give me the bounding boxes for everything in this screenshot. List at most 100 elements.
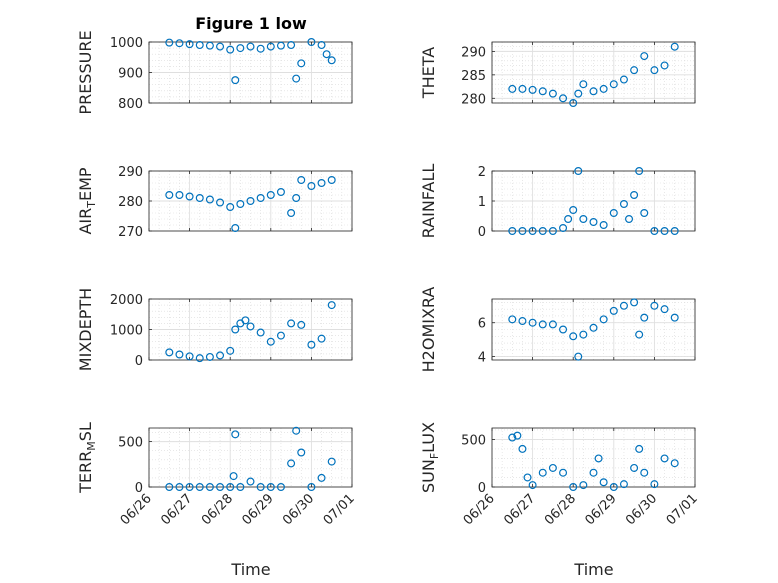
data-point	[317, 41, 326, 50]
data-point	[640, 209, 649, 218]
data-point	[287, 459, 296, 468]
data-point	[508, 315, 517, 324]
data-point	[569, 98, 578, 107]
data-point	[246, 42, 255, 51]
x-tick-label: 07/01	[664, 491, 701, 528]
axes-box	[148, 427, 353, 488]
data-point	[508, 433, 517, 442]
data-point	[630, 66, 639, 75]
data-point	[246, 322, 255, 331]
data-point	[569, 483, 578, 492]
y-tick-label: 500	[118, 436, 143, 451]
data-point	[630, 298, 639, 307]
x-tick-label: 06/30	[623, 491, 660, 528]
y-tick-label: 285	[461, 69, 486, 84]
data-point	[287, 41, 296, 50]
data-point	[579, 80, 588, 89]
axes-box	[491, 298, 696, 361]
data-point	[297, 176, 306, 185]
data-point	[205, 195, 214, 204]
data-point	[185, 192, 194, 201]
data-point	[650, 66, 659, 75]
data-point	[528, 85, 537, 94]
data-point	[660, 454, 669, 463]
data-point	[297, 59, 306, 68]
y-tick-label: 2	[478, 165, 486, 180]
data-point	[292, 426, 301, 435]
x-tick-label: 06/27	[501, 491, 538, 528]
data-point	[297, 320, 306, 329]
data-point	[307, 340, 316, 349]
data-point	[307, 182, 316, 191]
subplot-pressure: 800 900 1000 PRESSURE	[76, 30, 353, 115]
y-tick-label: 500	[461, 433, 486, 448]
y-axis-label: MIXDEPTH	[76, 288, 95, 371]
subplot-theta: 280 285 290 THETA	[419, 41, 696, 107]
data-point	[266, 337, 275, 346]
subplot-air-temp: 270 280 290 AIRTEMP	[76, 165, 353, 240]
data-point	[594, 454, 603, 463]
x-tick-label: 06/29	[583, 491, 620, 528]
data-point	[175, 483, 184, 492]
data-point	[231, 224, 240, 233]
data-point	[599, 315, 608, 324]
y-axis-label: THETA	[419, 47, 438, 99]
data-point	[327, 56, 336, 65]
data-point	[327, 176, 336, 185]
data-point	[205, 41, 214, 50]
data-point	[599, 84, 608, 93]
x-axis-label-right: Time	[573, 560, 613, 579]
y-tick-label: 0	[478, 225, 486, 240]
x-tick-label: 07/01	[321, 491, 358, 528]
data-point	[165, 348, 174, 357]
y-axis-label: AIRTEMP	[76, 167, 98, 234]
y-axis-label: SUNFLUX	[419, 422, 441, 493]
subplot-sun-flux: 0 500 06/26 06/27 06/28 06/29 06/30 07/01 SUNFLU…	[419, 422, 701, 528]
data-point	[559, 94, 568, 103]
data-point	[559, 468, 568, 477]
data-point	[195, 41, 204, 50]
data-point	[589, 218, 598, 227]
data-point	[650, 480, 659, 489]
subplot-terr-msl: 0 500 06/26 06/27 06/28 06/29 06/30 07/01 TERRMS…	[76, 422, 358, 528]
data-point	[650, 227, 659, 236]
data-point	[609, 80, 618, 89]
data-point	[589, 87, 598, 96]
data-point	[640, 468, 649, 477]
subplot-h2omixra: 4 6 H2OMIXRA	[419, 287, 696, 372]
data-point	[609, 209, 618, 218]
data-point	[205, 352, 214, 361]
data-point	[513, 431, 522, 440]
data-point	[528, 481, 537, 490]
data-point	[589, 323, 598, 332]
y-tick-label: 900	[118, 67, 143, 82]
data-point	[276, 188, 285, 197]
subplot-rainfall: 0 1 2 RAINFALL	[419, 164, 696, 240]
data-point	[297, 448, 306, 457]
y-tick-label: 280	[118, 195, 143, 210]
data-point	[548, 463, 557, 472]
y-tick-label: 270	[118, 225, 143, 240]
data-point	[548, 227, 557, 236]
data-point	[226, 483, 235, 492]
data-point	[165, 483, 174, 492]
y-tick-label: 280	[461, 92, 486, 107]
y-tick-label: 1	[478, 195, 486, 210]
data-point	[231, 76, 240, 85]
x-tick-label: 06/28	[199, 491, 236, 528]
data-point	[165, 38, 174, 47]
data-point	[589, 468, 598, 477]
data-point	[630, 463, 639, 472]
data-point	[226, 346, 235, 355]
y-tick-label: 4	[478, 351, 486, 366]
data-point	[292, 194, 301, 203]
data-point	[246, 197, 255, 206]
data-point	[185, 483, 194, 492]
data-point	[660, 227, 669, 236]
data-point	[236, 200, 245, 209]
data-point	[670, 313, 679, 322]
data-point	[574, 352, 583, 361]
y-tick-label: 800	[118, 97, 143, 112]
data-point	[175, 191, 184, 200]
